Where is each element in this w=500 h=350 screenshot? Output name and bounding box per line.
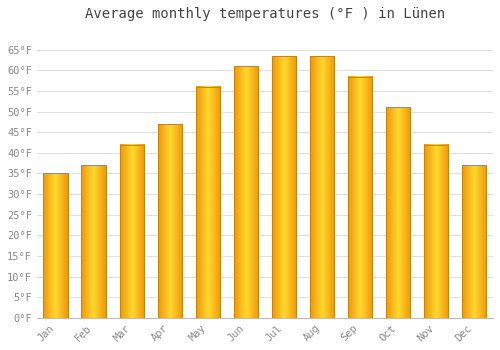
Bar [424,145,448,318]
Bar [272,56,296,318]
Bar [120,145,144,318]
Bar [386,107,410,318]
Bar [310,56,334,318]
Bar [82,165,106,318]
Bar [158,124,182,318]
Bar [348,77,372,318]
Bar [44,174,68,318]
Title: Average monthly temperatures (°F ) in Lünen: Average monthly temperatures (°F ) in Lü… [85,7,445,21]
Bar [234,66,258,318]
Bar [196,87,220,318]
Bar [462,165,486,318]
